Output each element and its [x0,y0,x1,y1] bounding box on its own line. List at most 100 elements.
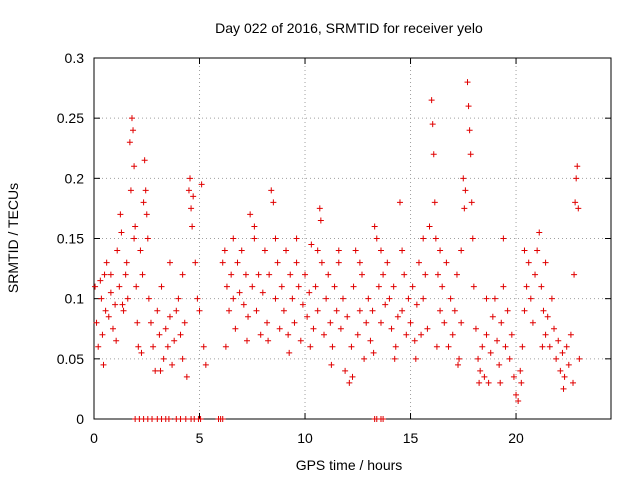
data-point [479,343,486,350]
data-point [491,295,498,302]
data-point [92,283,99,290]
data-point [177,416,184,422]
data-point [350,283,357,290]
data-point [373,235,380,242]
data-point [483,331,490,338]
data-point [497,379,504,386]
data-point [310,325,317,332]
data-point [247,211,254,218]
data-point [388,325,395,332]
data-point [521,247,528,254]
data-point [140,199,147,206]
data-point [149,416,156,422]
data-point [335,247,342,254]
data-point [278,283,285,290]
data-point [245,313,252,320]
data-point [344,313,351,320]
data-point [571,271,578,278]
data-point [223,283,230,290]
data-point [380,271,387,278]
data-point [255,271,262,278]
data-point [289,295,296,302]
data-point [548,295,555,302]
data-point [428,97,435,104]
data-point [257,331,264,338]
data-point [434,271,441,278]
data-point [150,343,157,350]
data-point [570,379,577,386]
data-point [182,416,189,422]
data-point [175,295,182,302]
y-tick-label: 0.05 [57,351,84,367]
data-point [328,361,335,368]
y-tick-label: 0 [76,411,84,427]
data-point [194,295,201,302]
data-point [98,295,105,302]
data-point [219,259,226,266]
data-point [179,355,186,362]
data-point [329,343,336,350]
data-point [112,301,119,308]
data-point [377,319,384,326]
data-point [431,199,438,206]
data-point [173,307,180,314]
data-point [327,319,334,326]
data-point [137,247,144,254]
data-point [265,337,272,344]
data-point [572,199,579,206]
data-point [453,271,460,278]
data-point [103,259,110,266]
data-point [544,313,551,320]
data-point [188,205,195,212]
data-point [113,337,120,344]
x-tick-label: 10 [297,430,313,446]
data-point [546,343,553,350]
data-point [295,283,302,290]
data-point [449,331,456,338]
data-point [333,307,340,314]
data-point [293,235,300,242]
data-point [307,343,314,350]
data-point [114,247,121,254]
y-tick-label: 0.2 [65,170,85,186]
data-point [187,175,194,182]
data-point [139,271,146,278]
data-point [316,205,323,212]
data-point [429,121,436,128]
data-point [274,259,281,266]
tick-layer: 0 0.05 0.1 0.15 0.2 0.25 0.3 0 5 10 15 20 [57,50,611,446]
data-point [142,187,149,194]
data-point [460,175,467,182]
data-point [415,259,422,266]
data-point [99,331,106,338]
data-point [399,247,406,254]
data-point [386,295,393,302]
data-point [119,301,126,308]
data-point [147,319,154,326]
data-point [401,271,408,278]
data-point [508,331,515,338]
data-point [181,319,188,326]
data-point [542,331,549,338]
data-point [559,349,566,356]
data-point [506,355,513,362]
data-point [261,247,268,254]
data-point [498,319,505,326]
x-tick-label: 0 [90,430,98,446]
data-point [171,337,178,344]
data-point [349,373,356,380]
data-point [451,307,458,314]
data-point [299,301,306,308]
data-point [496,361,503,368]
data-point [189,223,196,230]
data-point [420,295,427,302]
data-point [270,199,277,206]
data-point [483,295,490,302]
data-point [197,416,204,422]
data-point [308,241,315,248]
data-point [500,235,507,242]
data-point [97,277,104,284]
data-point [574,163,581,170]
data-point [306,289,313,296]
data-point [105,313,112,320]
